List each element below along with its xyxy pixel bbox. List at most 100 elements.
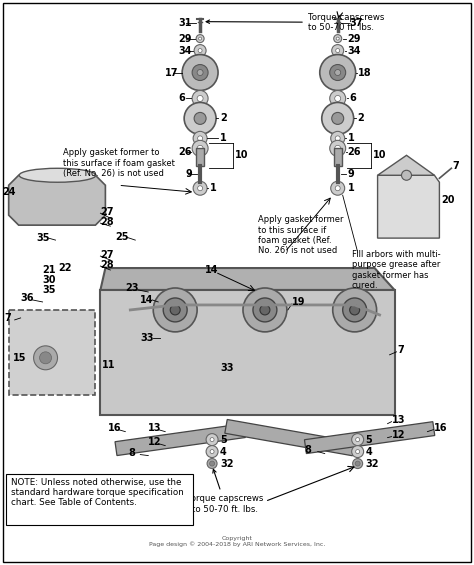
- Text: NOTE: Unless noted otherwise, use the
standard hardware torque specification
cha: NOTE: Unless noted otherwise, use the st…: [11, 477, 183, 507]
- Text: 34: 34: [347, 46, 361, 55]
- Circle shape: [197, 95, 203, 102]
- Circle shape: [196, 34, 204, 42]
- Circle shape: [184, 102, 216, 134]
- Text: 1: 1: [220, 133, 227, 144]
- Text: 1: 1: [347, 183, 355, 193]
- Bar: [6, 473, 193, 525]
- Circle shape: [356, 450, 360, 454]
- Text: 29: 29: [178, 33, 191, 44]
- Circle shape: [332, 45, 344, 56]
- Text: 6: 6: [350, 93, 356, 103]
- Text: 32: 32: [220, 459, 234, 468]
- Circle shape: [335, 186, 340, 191]
- Polygon shape: [304, 421, 435, 454]
- Circle shape: [356, 438, 360, 442]
- Text: 13: 13: [392, 415, 405, 425]
- Circle shape: [253, 298, 277, 322]
- Text: 13: 13: [148, 423, 162, 433]
- Text: 29: 29: [347, 33, 361, 44]
- Polygon shape: [378, 175, 439, 238]
- Circle shape: [333, 288, 376, 332]
- Text: 16: 16: [109, 423, 122, 433]
- Text: 35: 35: [43, 285, 56, 295]
- Text: 5: 5: [365, 434, 373, 445]
- Text: 9: 9: [347, 170, 355, 179]
- Circle shape: [260, 305, 270, 315]
- Circle shape: [210, 461, 215, 466]
- Circle shape: [320, 55, 356, 90]
- Circle shape: [352, 446, 364, 458]
- Text: 21: 21: [43, 265, 56, 275]
- Circle shape: [336, 37, 339, 40]
- Text: 2: 2: [358, 114, 365, 123]
- Text: 26: 26: [347, 147, 361, 157]
- Circle shape: [192, 64, 208, 80]
- Text: 32: 32: [365, 459, 379, 468]
- Text: 8: 8: [305, 445, 312, 455]
- Circle shape: [352, 433, 364, 446]
- Text: 35: 35: [36, 233, 50, 243]
- Text: 15: 15: [13, 353, 26, 363]
- Text: 7: 7: [398, 345, 404, 355]
- Text: 25: 25: [115, 232, 129, 242]
- Text: 11: 11: [102, 360, 116, 370]
- Text: Apply gasket former
to this surface if
foam gasket (Ref.
No. 26) is not used: Apply gasket former to this surface if f…: [258, 215, 344, 255]
- Text: 8: 8: [128, 447, 135, 458]
- Text: Fill arbors with multi-
purpose grease after
gasket former has
cured.: Fill arbors with multi- purpose grease a…: [352, 250, 440, 290]
- Circle shape: [336, 49, 340, 53]
- Text: 37: 37: [350, 18, 363, 28]
- Circle shape: [198, 186, 202, 191]
- Circle shape: [331, 181, 345, 195]
- Circle shape: [198, 136, 202, 141]
- Circle shape: [193, 132, 207, 145]
- Text: 14: 14: [205, 265, 219, 275]
- Bar: [334, 149, 342, 166]
- Circle shape: [34, 346, 57, 370]
- Circle shape: [210, 438, 214, 442]
- Circle shape: [197, 145, 203, 151]
- Circle shape: [330, 64, 346, 80]
- Circle shape: [355, 461, 360, 466]
- Circle shape: [335, 95, 341, 102]
- Circle shape: [330, 90, 346, 106]
- Text: 27: 27: [100, 207, 114, 217]
- Circle shape: [353, 459, 363, 468]
- Text: 28: 28: [100, 217, 114, 227]
- Text: 27: 27: [100, 250, 114, 260]
- Text: 12: 12: [392, 429, 405, 440]
- Text: 28: 28: [100, 260, 114, 270]
- Circle shape: [206, 433, 218, 446]
- Circle shape: [194, 112, 206, 124]
- Circle shape: [335, 69, 341, 76]
- Polygon shape: [225, 419, 355, 456]
- Circle shape: [343, 298, 366, 322]
- Text: 19: 19: [292, 297, 305, 307]
- Text: 22: 22: [58, 263, 72, 273]
- Text: 34: 34: [178, 46, 191, 55]
- Text: 14: 14: [140, 295, 154, 305]
- Text: 24: 24: [3, 187, 16, 197]
- Circle shape: [335, 136, 340, 141]
- Polygon shape: [9, 310, 95, 395]
- Text: 26: 26: [178, 147, 191, 157]
- Circle shape: [192, 90, 208, 106]
- Polygon shape: [9, 175, 105, 225]
- Polygon shape: [100, 268, 394, 290]
- Circle shape: [207, 459, 217, 468]
- Circle shape: [350, 305, 360, 315]
- Text: 12: 12: [148, 437, 162, 446]
- Circle shape: [192, 140, 208, 157]
- Text: 30: 30: [43, 275, 56, 285]
- Circle shape: [243, 288, 287, 332]
- Text: 18: 18: [358, 67, 371, 77]
- Polygon shape: [100, 290, 394, 415]
- Circle shape: [163, 298, 187, 322]
- Text: 4: 4: [220, 446, 227, 457]
- Text: Copyright
Page design © 2004-2018 by ARI Network Services, Inc.: Copyright Page design © 2004-2018 by ARI…: [149, 536, 325, 547]
- Bar: [196, 149, 204, 166]
- Circle shape: [153, 288, 197, 332]
- Text: 33: 33: [220, 363, 234, 373]
- Circle shape: [40, 352, 52, 364]
- Ellipse shape: [19, 168, 96, 182]
- Text: 1: 1: [347, 133, 355, 144]
